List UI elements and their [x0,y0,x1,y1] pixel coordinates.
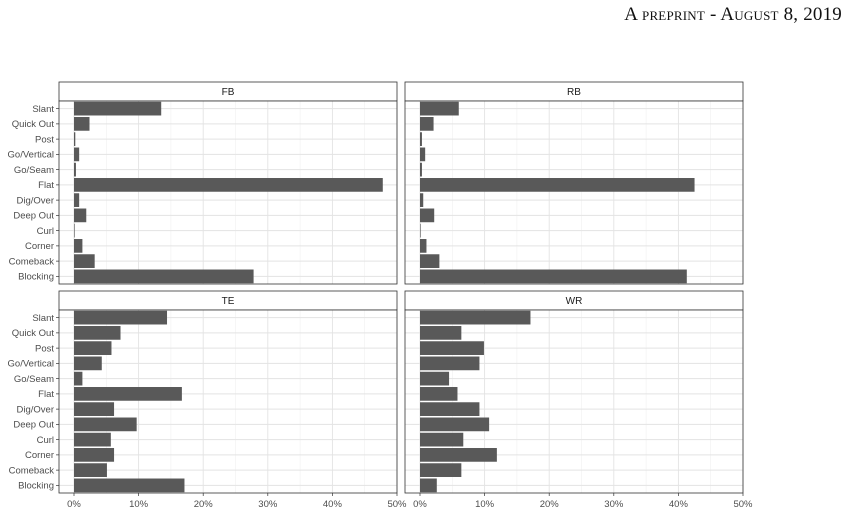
bar-rb-go-vertical [420,147,426,162]
bar-fb-go-seam [74,162,76,177]
bar-wr-quick-out [420,326,462,340]
bar-wr-dig-over [420,402,480,416]
bar-fb-dig-over [74,193,80,207]
panel-border [58,100,398,285]
bar-rb-blocking [420,269,687,284]
panel-border [58,309,398,494]
y-tick-label: Flat [38,389,54,400]
facet-label-te: TE [222,296,235,307]
y-tick-label: Go/Seam [14,165,54,176]
y-tick-label: Comeback [9,465,55,476]
x-tick-label: 40% [669,499,689,510]
panel-border [404,100,744,285]
y-tick-label: Deep Out [13,420,54,431]
bar-te-post [74,341,112,355]
bar-te-quick-out [74,326,121,340]
x-tick-label: 30% [258,499,278,510]
y-tick-label: Flat [38,180,54,191]
y-tick-label: Blocking [18,481,54,492]
y-tick-label: Post [35,343,54,354]
y-tick-label: Go/Vertical [8,150,54,161]
facet-label-wr: WR [566,296,583,307]
bar-fb-deep-out [74,208,87,223]
x-tick-label: 50% [733,499,753,510]
bar-te-flat [74,387,182,401]
x-tick-label: 0% [67,499,81,510]
bar-rb-deep-out [420,208,435,223]
bar-wr-blocking [420,478,437,493]
bar-wr-post [420,341,484,355]
x-tick-label: 10% [475,499,495,510]
bar-fb-go-vertical [74,147,80,162]
bar-rb-dig-over [420,193,424,207]
panel-border [404,309,744,494]
bar-rb-curl [420,223,421,238]
bar-wr-flat [420,387,458,401]
x-tick-label: 40% [323,499,343,510]
bar-te-deep-out [74,417,137,432]
facet-label-rb: RB [567,87,581,98]
bar-rb-corner [420,239,427,253]
bar-rb-go-seam [420,162,422,177]
bar-fb-corner [74,239,83,253]
y-tick-label: Comeback [9,256,55,267]
y-tick-label: Dig/Over [17,195,54,206]
page-header: A preprint - August 8, 2019 [624,4,842,25]
y-tick-label: Dig/Over [17,404,54,415]
y-tick-label: Slant [32,104,54,115]
facet-label-fb: FB [222,87,235,98]
bar-te-dig-over [74,402,115,416]
bar-wr-corner [420,448,497,462]
bar-te-slant [74,310,168,325]
bar-fb-post [74,132,76,146]
x-tick-label: 20% [194,499,214,510]
bar-fb-curl [74,223,75,238]
bar-wr-curl [420,432,464,447]
bar-wr-slant [420,310,531,325]
bar-te-go-seam [74,371,83,386]
y-tick-label: Deep Out [13,211,54,222]
y-tick-label: Go/Vertical [8,359,54,370]
y-tick-label: Post [35,134,54,145]
bar-te-blocking [74,478,185,493]
bar-fb-slant [74,101,162,116]
y-tick-label: Blocking [18,272,54,283]
bar-rb-post [420,132,422,146]
y-tick-label: Quick Out [12,119,55,130]
bar-wr-comeback [420,463,462,477]
x-tick-label: 50% [387,499,407,510]
bar-wr-deep-out [420,417,490,432]
x-tick-label: 20% [540,499,560,510]
bar-te-corner [74,448,115,462]
bar-te-curl [74,432,111,447]
x-tick-label: 10% [129,499,149,510]
bar-fb-quick-out [74,117,90,131]
y-tick-label: Slant [32,313,54,324]
panel-background [59,310,397,493]
panel-background [405,101,743,284]
y-tick-label: Corner [25,450,54,461]
bar-wr-go-seam [420,371,450,386]
y-tick-label: Curl [37,435,54,446]
bar-fb-blocking [74,269,254,284]
bar-fb-flat [74,178,383,192]
panel-background [405,310,743,493]
bar-rb-slant [420,101,459,116]
bar-te-go-vertical [74,356,102,371]
y-tick-label: Corner [25,241,54,252]
y-tick-label: Curl [37,226,54,237]
bar-rb-quick-out [420,117,434,131]
bar-rb-comeback [420,254,440,268]
bar-te-comeback [74,463,107,477]
y-tick-label: Quick Out [12,328,55,339]
x-tick-label: 0% [413,499,427,510]
bar-rb-flat [420,178,695,192]
y-tick-label: Go/Seam [14,374,54,385]
bar-wr-go-vertical [420,356,480,371]
bar-fb-comeback [74,254,95,268]
panel-background [59,101,397,284]
x-tick-label: 30% [604,499,624,510]
